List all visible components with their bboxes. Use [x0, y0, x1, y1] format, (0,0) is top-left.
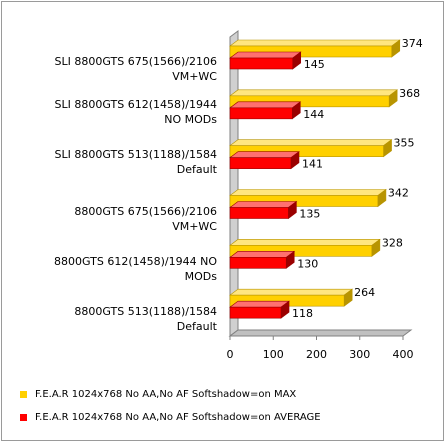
data-label-average: 145: [304, 58, 325, 71]
x-tick-label: 300: [349, 348, 370, 361]
x-tick-label: 200: [306, 348, 327, 361]
bar-average: [229, 257, 287, 269]
data-label-average: 130: [297, 257, 318, 270]
chart-floor: [228, 329, 413, 337]
category-label: 8800GTS 675(1566)/2106 VM+WC: [74, 204, 217, 233]
bar-max-top: [229, 89, 399, 97]
x-tick-label: 0: [227, 348, 234, 361]
x-tick-label: 400: [393, 348, 414, 361]
legend-label-average: F.E.A.R 1024x768 No AA,No AF Softshadow=…: [35, 412, 321, 423]
bar-max: [229, 45, 393, 58]
data-label-max: 264: [354, 286, 375, 299]
category-label: SLI 8800GTS 513(1188)/1584 Default: [54, 147, 217, 176]
bar-average-top: [229, 151, 300, 158]
bar-max: [229, 145, 384, 157]
bar-average-top: [229, 101, 302, 109]
bar-max-top: [229, 239, 381, 246]
data-label-average: 144: [303, 108, 324, 121]
bar-max-top: [229, 139, 393, 146]
legend-label-max: F.E.A.R 1024x768 No AA,No AF Softshadow=…: [35, 389, 297, 400]
category-label: 8800GTS 513(1188)/1584 Default: [74, 304, 217, 333]
bar-average-top: [229, 300, 290, 308]
bar-average: [229, 207, 289, 219]
bar-max-top: [229, 288, 354, 296]
bar-max: [229, 245, 373, 257]
data-label-max: 374: [402, 37, 423, 50]
bar-average: [229, 57, 294, 70]
bar-average: [229, 306, 282, 319]
bar-max-top: [229, 189, 387, 196]
category-label: SLI 8800GTS 675(1566)/2106 VM+WC: [54, 55, 217, 84]
legend-swatch-max: [20, 391, 27, 398]
legend-item-average: F.E.A.R 1024x768 No AA,No AF Softshadow=…: [20, 412, 321, 423]
data-label-max: 342: [388, 187, 409, 200]
bar-average-top: [229, 201, 298, 208]
category-label: 8800GTS 612(1458)/1944 NO MODs: [54, 254, 217, 283]
legend-swatch-average: [20, 414, 27, 421]
data-label-max: 355: [394, 137, 415, 150]
data-label-max: 368: [399, 87, 420, 100]
bar-average-top: [229, 251, 296, 258]
data-label-max: 328: [382, 236, 403, 249]
bar-average: [229, 107, 293, 120]
category-label: SLI 8800GTS 612(1458)/1944 NO MODs: [54, 97, 217, 126]
bar-max: [229, 195, 379, 207]
data-label-average: 118: [292, 307, 313, 320]
legend-item-max: F.E.A.R 1024x768 No AA,No AF Softshadow=…: [20, 389, 296, 400]
x-tick-label: 100: [263, 348, 284, 361]
bar-average-top: [229, 51, 302, 59]
bar-max: [229, 95, 390, 108]
bar-max-top: [229, 39, 401, 47]
data-label-average: 135: [299, 208, 320, 221]
data-label-average: 141: [302, 158, 323, 171]
bar-average: [229, 157, 292, 169]
